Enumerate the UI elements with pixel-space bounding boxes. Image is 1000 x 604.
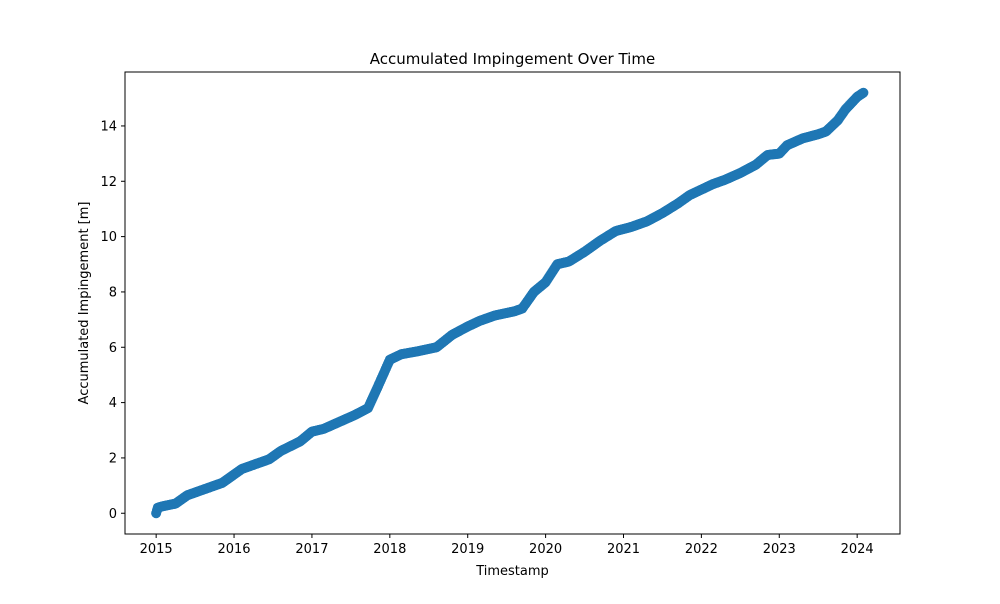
x-tick-label: 2016 [217, 542, 250, 557]
x-axis-ticks: 2015 2016 2017 2018 2019 2020 2021 2022 2023 2024 [140, 534, 874, 557]
x-tick-label: 2015 [140, 542, 173, 557]
x-tick-label: 2022 [685, 542, 718, 557]
y-tick-label: 10 [100, 230, 117, 245]
y-tick-label: 0 [109, 507, 117, 522]
y-tick-label: 14 [100, 119, 117, 134]
y-tick-label: 2 [109, 451, 117, 466]
x-tick-label: 2018 [373, 542, 406, 557]
data-points [151, 87, 869, 519]
y-tick-label: 12 [100, 175, 117, 190]
chart-title: Accumulated Impingement Over Time [370, 50, 655, 68]
x-tick-label: 2019 [451, 542, 484, 557]
x-tick-label: 2021 [607, 542, 640, 557]
data-point [858, 87, 869, 98]
x-tick-label: 2017 [295, 542, 328, 557]
x-tick-label: 2024 [841, 542, 874, 557]
y-tick-label: 8 [109, 285, 117, 300]
y-tick-label: 6 [109, 341, 117, 356]
y-axis-label: Accumulated Impingement [m] [77, 202, 92, 405]
x-tick-label: 2023 [763, 542, 796, 557]
y-tick-label: 4 [109, 396, 117, 411]
plot-frame [124, 71, 901, 535]
x-axis-label: Timestamp [475, 564, 549, 579]
y-axis-ticks: 0 2 4 6 8 10 12 14 [100, 119, 125, 522]
x-tick-label: 2020 [529, 542, 562, 557]
